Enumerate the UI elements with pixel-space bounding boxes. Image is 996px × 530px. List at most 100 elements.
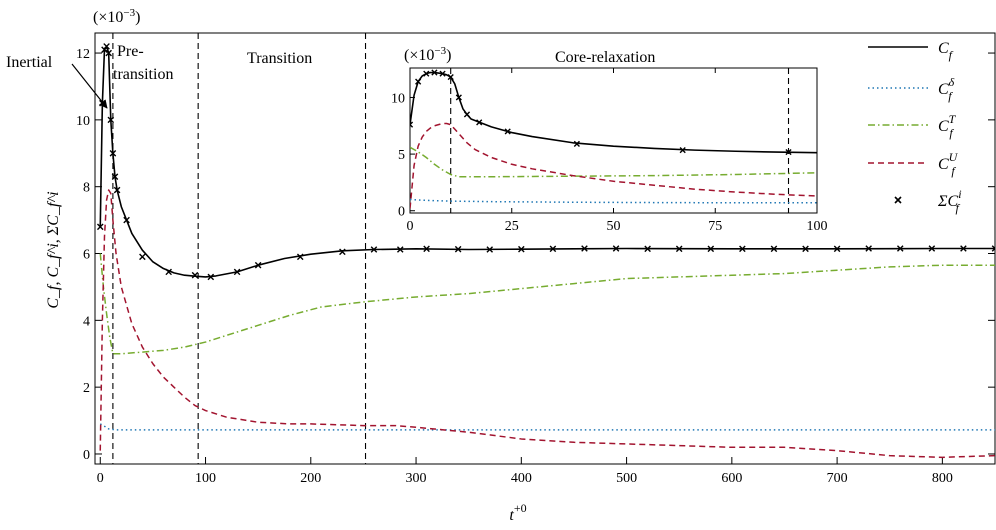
data-marker-sum_Cfi [802, 245, 809, 253]
y-tick-label: 0 [83, 448, 90, 463]
x-tick-label: 75 [708, 219, 722, 234]
data-marker-sum_Cfi [455, 94, 462, 101]
data-marker-sum_Cfi [865, 245, 872, 252]
legend-label: CU f [938, 150, 959, 178]
data-marker-sum_Cfi [504, 128, 511, 135]
data-marker-sum_Cfi [581, 245, 588, 252]
data-marker-sum_Cfi [370, 246, 378, 253]
data-marker-sum_Cfi [107, 116, 115, 124]
region-label-transition: Transition [247, 50, 312, 67]
data-marker-sum_Cfi [991, 245, 995, 252]
data-marker-sum_Cfi [928, 245, 936, 252]
inset-plot-frame [409, 67, 818, 214]
legend-label: ΣCi f [937, 187, 962, 215]
series-line-Cf_delta [410, 198, 817, 204]
data-marker-sum_Cfi [612, 245, 620, 252]
y-axis-label: C_f, C_f^i, ΣC_f^i [45, 191, 62, 308]
inset-axis-ticks: 0 25 50 75 100 0 5 10 [391, 68, 828, 234]
x-tick-label: 800 [932, 471, 953, 486]
data-marker-sum_Cfi [447, 73, 454, 81]
data-marker-sum_Cfi [423, 70, 430, 77]
data-marker-sum_Cfi [644, 245, 651, 253]
annotation-arrow [71, 63, 108, 109]
y-tick-label: 10 [76, 114, 90, 129]
y-tick-label: 4 [83, 314, 90, 329]
y-tick-label: 5 [398, 148, 405, 163]
data-marker-sum_Cfi [423, 245, 430, 253]
y-tick-label: 0 [398, 205, 405, 220]
series-line-Cf_T [410, 146, 817, 178]
data-marker-sum_Cfi [476, 119, 483, 126]
series-line-Cf [99, 45, 995, 278]
inset-exponent-label: (×10−3) [404, 45, 451, 64]
region-label-pre: Pre- [117, 43, 144, 60]
data-marker-sum_Cfi [415, 78, 422, 85]
x-tick-label: 500 [616, 471, 637, 486]
main-series-group [96, 43, 995, 459]
inset-series-group [410, 69, 817, 209]
x-tick-label: 400 [511, 471, 532, 486]
data-marker-sum_Cfi [254, 261, 262, 269]
legend-label: Cf [938, 40, 954, 62]
x-tick-label: 200 [300, 471, 321, 486]
legend-label: CT f [938, 112, 957, 140]
legend: Cf Cδ f CT f CU f ΣCi f [868, 40, 962, 215]
x-tick-label: 50 [607, 219, 621, 234]
x-tick-label: 0 [97, 471, 104, 486]
y-tick-label: 12 [76, 47, 90, 62]
data-marker-sum_Cfi [486, 246, 494, 253]
data-marker-sum_Cfi [111, 173, 119, 180]
inset-vertical-lines [450, 68, 790, 213]
data-marker-sum_Cfi [770, 245, 778, 253]
data-marker-sum_Cfi [960, 245, 967, 252]
x-tick-label: 700 [827, 471, 848, 486]
y-tick-label: 6 [83, 248, 90, 263]
data-marker-sum_Cfi [109, 149, 117, 157]
x-tick-label: 100 [195, 471, 216, 486]
y-tick-label: 2 [83, 381, 90, 396]
data-marker-sum_Cfi [833, 245, 841, 253]
data-marker-sum_Cfi [431, 69, 438, 76]
data-marker-sum_Cfi [707, 245, 715, 253]
main-exponent-label: (×10−3) [93, 7, 140, 26]
data-marker-sum_Cfi [103, 43, 110, 50]
data-marker-sum_Cfi [296, 253, 304, 261]
series-line-Cf_T [99, 253, 995, 355]
annotation-inertial: Inertial [6, 54, 53, 71]
data-marker-sum_Cfi [573, 140, 580, 147]
legend-label: Cδ f [938, 75, 955, 103]
data-marker-sum_Cfi [207, 273, 215, 281]
legend-marker [894, 196, 902, 204]
x-tick-label: 25 [505, 219, 519, 234]
data-marker-sum_Cfi [123, 216, 130, 224]
x-tick-label: 100 [807, 219, 828, 234]
data-marker-sum_Cfi [113, 186, 121, 194]
x-tick-label: 0 [407, 219, 414, 234]
data-marker-sum_Cfi [739, 245, 746, 253]
data-marker-sum_Cfi [679, 147, 686, 154]
data-marker-sum_Cfi [549, 245, 557, 253]
data-marker-sum_Cfi [439, 70, 446, 77]
data-marker-sum_Cfi [675, 245, 683, 253]
main-vertical-lines [112, 33, 367, 464]
data-marker-sum_Cfi [96, 223, 104, 231]
data-marker-sum_Cfi [105, 49, 112, 57]
data-marker-sum_Cfi [233, 268, 241, 276]
data-marker-sum_Cfi [785, 148, 792, 156]
data-marker-sum_Cfi [410, 121, 414, 128]
inset-plot: 0 25 50 75 100 0 5 10 [391, 67, 828, 234]
data-marker-sum_Cfi [339, 248, 346, 256]
series-line-Cf_U [99, 189, 995, 459]
y-tick-label: 8 [83, 181, 90, 196]
x-tick-label: 300 [406, 471, 427, 486]
x-tick-label: 600 [721, 471, 742, 486]
data-marker-sum_Cfi [896, 245, 904, 252]
data-marker-sum_Cfi [518, 245, 525, 253]
y-tick-label: 10 [391, 91, 405, 106]
series-line-Cf_U [410, 122, 817, 209]
data-marker-sum_Cfi [454, 245, 462, 253]
region-label-transition-2: transition [113, 66, 173, 83]
region-label-core-relaxation: Core-relaxation [555, 49, 655, 66]
